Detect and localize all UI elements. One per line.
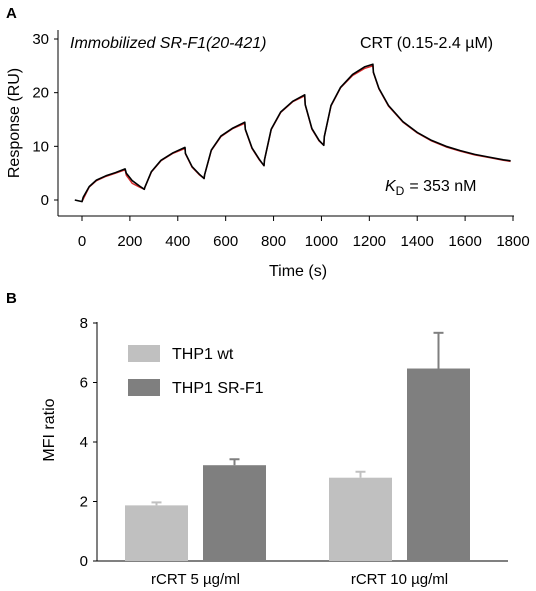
y-tick-label: 2 xyxy=(80,494,88,511)
legend-label: THP1 wt xyxy=(172,346,234,363)
bar xyxy=(203,465,266,561)
y-tick-label: 0 xyxy=(41,192,49,209)
bars xyxy=(125,331,470,561)
y-tick-label: 4 xyxy=(80,434,88,451)
y-ticks: 0 10 20 30 xyxy=(32,31,58,209)
x-tick-label: 400 xyxy=(165,233,190,250)
y-tick-label: 10 xyxy=(32,138,49,155)
kd-symbol: K xyxy=(385,178,397,195)
y-tick-label: 0 xyxy=(80,553,88,570)
x-ticks: 0 200 400 600 800 1000 1200 1400 1600 1800 xyxy=(78,216,530,250)
legend-swatch xyxy=(128,379,160,396)
legend: THP1 wt THP1 SR-F1 xyxy=(128,345,264,397)
series-line-data xyxy=(74,63,511,203)
x-tick-label: 1400 xyxy=(401,233,434,250)
x-tick-label: 200 xyxy=(117,233,142,250)
x-tick-label: 800 xyxy=(261,233,286,250)
category-label: rCRT 5 µg/ml xyxy=(151,571,240,588)
immobilized-label: Immobilized SR-F1(20-421) xyxy=(70,35,267,52)
category-label: rCRT 10 µg/ml xyxy=(351,571,448,588)
y-tick-label: 20 xyxy=(32,85,49,102)
x-tick-label: 1000 xyxy=(305,233,338,250)
y-tick-label: 8 xyxy=(80,315,88,332)
bar xyxy=(407,368,470,561)
kd-subscript: D xyxy=(396,184,405,198)
x-tick-label: 600 xyxy=(213,233,238,250)
x-tick-label: 1600 xyxy=(448,233,481,250)
y-axis-label: Response (RU) xyxy=(6,68,23,178)
legend-label: THP1 SR-F1 xyxy=(172,380,264,397)
crt-label: CRT (0.15-2.4 µM) xyxy=(360,35,493,52)
y-tick-label: 30 xyxy=(32,31,49,48)
panel-a-letter: A xyxy=(6,5,17,22)
x-axis-label: Time (s) xyxy=(269,263,327,280)
kd-value: = 353 nM xyxy=(409,178,476,195)
bar xyxy=(329,477,392,561)
sensorgram-lines xyxy=(74,63,511,203)
y-axis-label: MFI ratio xyxy=(41,398,58,461)
y-ticks: 0 2 4 6 8 xyxy=(80,315,97,570)
panel-a: A 0 10 20 30 0 200 400 600 800 1000 1200 1400 1600 1… xyxy=(6,5,530,280)
legend-swatch xyxy=(128,345,160,362)
y-tick-label: 6 xyxy=(80,375,88,392)
category-labels: rCRT 5 µg/ml rCRT 10 µg/ml xyxy=(151,571,448,588)
panel-b-letter: B xyxy=(6,290,17,307)
bar xyxy=(125,505,188,561)
x-tick-label: 1200 xyxy=(353,233,386,250)
kd-label: KD = 353 nM xyxy=(385,178,477,198)
panel-b: B 0 2 4 6 8 rCRT 5 µg/ml rCRT 10 µg/ml THP1 w… xyxy=(6,290,508,588)
x-tick-label: 0 xyxy=(78,233,86,250)
x-tick-label: 1800 xyxy=(496,233,529,250)
